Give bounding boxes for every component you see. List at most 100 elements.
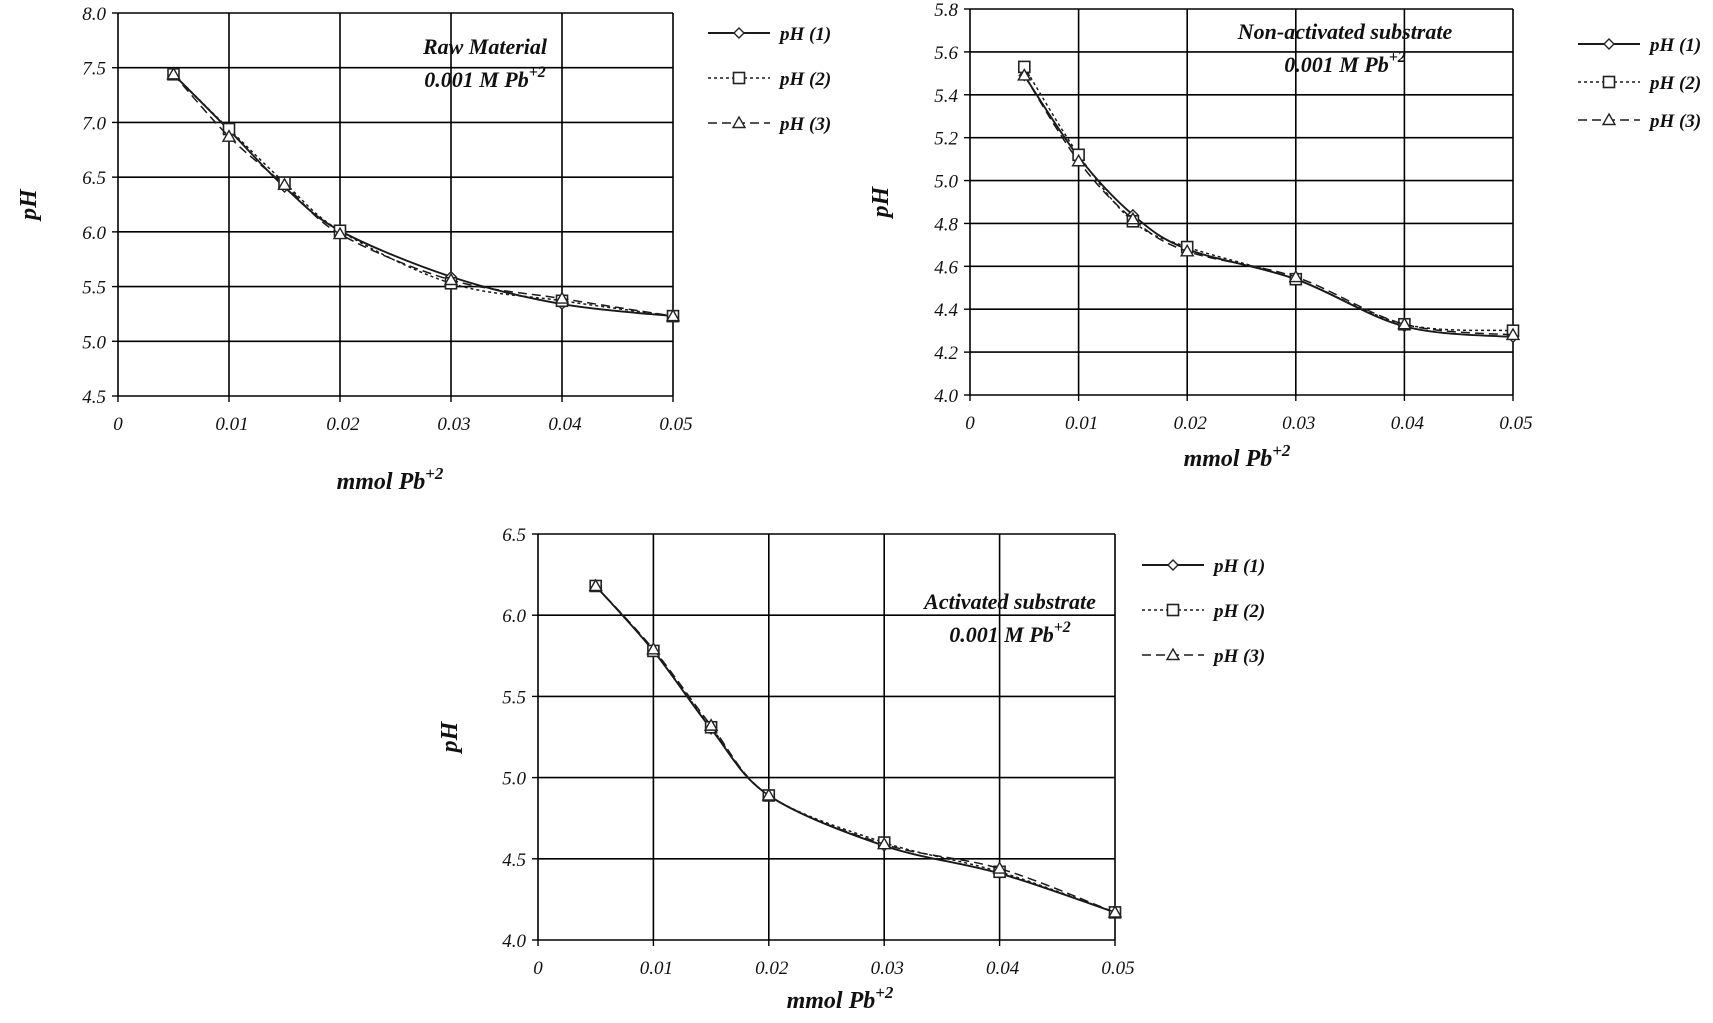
annotation-concentration: 0.001 M Pb+2 <box>424 64 546 92</box>
annotation-title: Activated substrate <box>922 589 1096 614</box>
y-axis-label: pH <box>868 185 894 219</box>
series-line <box>172 73 674 318</box>
series-line <box>172 73 674 317</box>
y-tick-label: 5.0 <box>82 332 106 353</box>
series-3 <box>166 66 681 322</box>
x-axis-label-superscript: +2 <box>1272 441 1291 460</box>
legend-marker-triangle <box>731 115 747 129</box>
legend-marker-diamond <box>733 27 745 39</box>
x-tick-label: 0.01 <box>1065 413 1098 434</box>
legend-marker-square <box>1602 75 1616 89</box>
legend-item-2: pH (2) <box>1578 73 1701 94</box>
legend-marker-triangle <box>1165 647 1181 661</box>
data-point-triangle <box>221 129 237 142</box>
grid <box>964 8 1514 401</box>
x-tick-label: 0.04 <box>548 414 582 435</box>
x-tick-label: 0.05 <box>1101 958 1134 979</box>
legend-item-2: pH (2) <box>708 69 831 90</box>
y-tick-label: 5.4 <box>934 86 958 107</box>
x-tick-label: 0 <box>965 413 975 434</box>
legend-label: pH (1) <box>778 24 831 45</box>
data-point-triangle <box>761 788 777 801</box>
data-point-triangle <box>166 66 181 80</box>
x-axis-label-text: mmol Pb <box>337 469 426 495</box>
legend: pH (1) pH (2) pH (3) <box>1578 35 1701 132</box>
series-1 <box>167 68 679 323</box>
y-tick-label: 7.5 <box>82 59 106 80</box>
chart-panel-2: 4.0 4.2 4.4 4.6 4.8 5.0 5.2 5.4 5.6 5.8 0 0.01 0.02 0… <box>868 0 1701 472</box>
y-tick-label: 8.0 <box>82 4 106 25</box>
annotation-title: Raw Material <box>422 34 548 59</box>
y-tick-label: 4.4 <box>934 300 958 321</box>
x-tick-label: 0.04 <box>1391 413 1425 434</box>
data-point-triangle <box>703 718 719 731</box>
legend-marker-diamond <box>1603 38 1615 50</box>
data-point-triangle <box>992 861 1007 874</box>
legend-marker-square <box>1166 603 1180 617</box>
series-3 <box>1017 68 1521 341</box>
y-tick-label: 5.0 <box>934 172 958 193</box>
y-tick-label: 5.0 <box>502 769 526 790</box>
legend-marker-diamond <box>1167 559 1179 571</box>
annotation-concentration: 0.001 M Pb+2 <box>949 619 1071 647</box>
y-tick-label: 6.5 <box>82 168 106 189</box>
x-tick-label: 0.02 <box>326 414 360 435</box>
x-axis-label: mmol Pb+2 <box>787 983 894 1014</box>
legend-item-2: pH (2) <box>1142 601 1265 622</box>
x-axis-label: mmol Pb+2 <box>337 464 444 495</box>
y-tick-label: 4.8 <box>934 214 958 235</box>
y-tick-label: 4.5 <box>82 387 106 408</box>
legend-label: pH (3) <box>778 114 831 135</box>
data-point-triangle <box>1125 211 1141 225</box>
annotation-concentration-text: 0.001 M Pb <box>424 67 529 92</box>
data-point-triangle <box>332 226 348 240</box>
legend: pH (1) pH (2) pH (3) <box>708 24 831 135</box>
y-tick-label: 5.8 <box>934 0 958 21</box>
legend-label: pH (2) <box>1212 601 1265 622</box>
legend-label: pH (1) <box>1648 35 1701 56</box>
data-point-triangle <box>876 836 892 850</box>
grid <box>112 12 674 402</box>
x-axis-label-superscript: +2 <box>875 983 894 1002</box>
legend-label: pH (3) <box>1212 646 1265 667</box>
x-tick-label: 0.02 <box>755 958 789 979</box>
legend-item-3: pH (3) <box>1578 111 1701 132</box>
y-tick-label: 5.6 <box>934 43 958 64</box>
series-line <box>1023 75 1514 336</box>
legend-item-1: pH (1) <box>708 24 831 45</box>
x-tick-label: 0.03 <box>1282 413 1315 434</box>
x-tick-label: 0 <box>113 414 123 435</box>
annotation-concentration: 0.001 M Pb+2 <box>1284 49 1406 77</box>
x-axis-label-text: mmol Pb <box>1184 446 1273 472</box>
x-tick-label: 0.05 <box>1499 413 1532 434</box>
legend-label: pH (3) <box>1648 111 1701 132</box>
x-tick-label: 0.03 <box>871 958 904 979</box>
legend-marker-triangle <box>1601 112 1617 126</box>
annotation-concentration-text: 0.001 M Pb <box>1284 52 1389 77</box>
chart-panel-1: 4.5 5.0 5.5 6.0 6.5 7.0 7.5 8.0 0 0.01 0.02 0.03 0.0… <box>16 4 831 495</box>
legend: pH (1) pH (2) pH (3) <box>1142 556 1265 667</box>
data-point-triangle <box>1397 316 1412 330</box>
data-point-triangle <box>1179 243 1195 257</box>
legend-marker-square <box>732 71 746 85</box>
series-3 <box>588 578 1123 918</box>
legend-item-3: pH (3) <box>708 114 831 135</box>
data-point-triangle <box>1017 68 1032 81</box>
annotation-title: Non-activated substrate <box>1237 19 1453 44</box>
y-tick-label: 4.2 <box>934 343 958 364</box>
y-tick-label: 6.0 <box>82 223 106 244</box>
annotation-concentration-superscript: +2 <box>1389 49 1406 66</box>
x-tick-label: 0 <box>533 958 543 979</box>
annotation-concentration-superscript: +2 <box>1054 619 1071 636</box>
chart-panel-3: 4.0 4.5 5.0 5.5 6.0 6.5 0 0.01 0.02 0.03 0.04 0.05 m… <box>437 525 1265 1014</box>
x-axis-label: mmol Pb+2 <box>1184 441 1291 472</box>
data-point-triangle <box>665 308 681 322</box>
x-tick-label: 0.02 <box>1174 413 1208 434</box>
y-tick-label: 4.5 <box>502 850 526 871</box>
y-tick-label: 5.5 <box>82 278 106 299</box>
legend-item-1: pH (1) <box>1578 35 1701 56</box>
x-tick-label: 0.04 <box>986 958 1020 979</box>
annotation-concentration-text: 0.001 M Pb <box>949 622 1054 647</box>
x-axis-label-text: mmol Pb <box>787 988 876 1014</box>
